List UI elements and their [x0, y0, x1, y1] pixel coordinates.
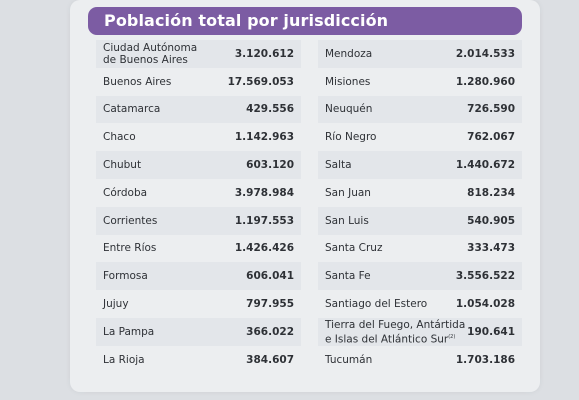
table-row: Corrientes 1.197.553	[96, 206, 301, 235]
table-row: La Rioja 384.607	[96, 345, 301, 374]
population-value: 1.197.553	[234, 214, 294, 227]
jurisdiction-name: La Pampa	[103, 325, 155, 338]
jurisdiction-name: Mendoza	[325, 47, 373, 60]
jurisdiction-name: Formosa	[103, 270, 148, 283]
table-row: Chubut 603.120	[96, 151, 301, 179]
jurisdiction-name-text: Tierra del Fuego, Antártida e Islas del …	[325, 318, 466, 346]
population-value: 818.234	[467, 186, 515, 199]
jurisdiction-name: Ciudad Autónoma de Buenos Aires	[103, 41, 198, 66]
jurisdiction-name: Tierra del Fuego, Antártida e Islas del …	[325, 319, 465, 346]
table-row: Santiago del Estero 1.054.028	[318, 290, 522, 318]
table-row: Mendoza 2.014.533	[318, 40, 522, 68]
jurisdiction-name: San Luis	[325, 214, 369, 227]
table-row: San Luis 540.905	[318, 206, 522, 235]
population-value: 366.022	[246, 325, 294, 338]
table-row: Buenos Aires 17.569.053	[96, 67, 301, 96]
jurisdiction-name: Santa Cruz	[325, 242, 383, 255]
table-row: Formosa 606.041	[96, 262, 301, 291]
jurisdiction-name: Salta	[325, 159, 352, 172]
table-row: Santa Fe 3.556.522	[318, 262, 522, 291]
jurisdiction-name: Buenos Aires	[103, 75, 172, 88]
table-row: Catamarca 429.556	[96, 95, 301, 124]
population-value: 2.014.533	[455, 47, 515, 60]
jurisdiction-name: Santiago del Estero	[325, 298, 428, 311]
jurisdiction-name: San Juan	[325, 186, 371, 199]
population-value: 1.703.186	[455, 353, 515, 366]
table-row: Jujuy 797.955	[96, 290, 301, 318]
table-row: Entre Ríos 1.426.426	[96, 234, 301, 263]
population-value: 1.054.028	[455, 298, 515, 311]
jurisdiction-name: Chubut	[103, 159, 142, 172]
table-row: Salta 1.440.672	[318, 151, 522, 179]
jurisdiction-name: Río Negro	[325, 131, 377, 144]
population-value: 603.120	[246, 159, 294, 172]
table-row: Córdoba 3.978.984	[96, 178, 301, 207]
table-row: La Pampa 366.022	[96, 317, 301, 346]
population-value: 333.473	[467, 242, 515, 255]
population-value: 797.955	[246, 298, 294, 311]
jurisdiction-name: La Rioja	[103, 353, 145, 366]
right-column: Mendoza 2.014.533 Misiones 1.280.960 Neu…	[318, 40, 522, 374]
table-row: Chaco 1.142.963	[96, 123, 301, 152]
jurisdiction-name: Corrientes	[103, 214, 158, 227]
population-value: 190.641	[467, 325, 515, 338]
jurisdiction-name: Catamarca	[103, 103, 161, 116]
table-row: Misiones 1.280.960	[318, 67, 522, 96]
table-row: Tucumán 1.703.186	[318, 345, 522, 374]
left-column: Ciudad Autónoma de Buenos Aires 3.120.61…	[96, 40, 301, 374]
population-value: 1.440.672	[455, 159, 515, 172]
population-value: 3.978.984	[234, 186, 294, 199]
population-value: 3.556.522	[455, 270, 515, 283]
jurisdiction-name: Entre Ríos	[103, 242, 157, 255]
population-value: 3.120.612	[234, 47, 294, 60]
population-value: 606.041	[246, 270, 294, 283]
population-value: 540.905	[467, 214, 515, 227]
jurisdiction-name: Córdoba	[103, 186, 148, 199]
table-row: Ciudad Autónoma de Buenos Aires 3.120.61…	[96, 40, 301, 68]
jurisdiction-name: Santa Fe	[325, 270, 371, 283]
population-value: 384.607	[246, 353, 294, 366]
jurisdiction-name: Chaco	[103, 131, 136, 144]
footnote-marker: (2)	[448, 333, 456, 340]
table-row: Tierra del Fuego, Antártida e Islas del …	[318, 317, 522, 346]
table-row: San Juan 818.234	[318, 178, 522, 207]
jurisdiction-name: Misiones	[325, 75, 371, 88]
population-value: 429.556	[246, 103, 294, 116]
population-value: 762.067	[467, 131, 515, 144]
table-title: Población total por jurisdicción	[88, 7, 522, 35]
population-value: 1.280.960	[455, 75, 515, 88]
jurisdiction-name: Neuquén	[325, 103, 373, 116]
population-value: 726.590	[467, 103, 515, 116]
jurisdiction-name: Tucumán	[325, 353, 373, 366]
table-row: Neuquén 726.590	[318, 95, 522, 124]
population-value: 1.426.426	[234, 242, 294, 255]
table-row: Santa Cruz 333.473	[318, 234, 522, 263]
table-row: Río Negro 762.067	[318, 123, 522, 152]
population-value: 1.142.963	[234, 131, 294, 144]
jurisdiction-name: Jujuy	[103, 298, 129, 311]
population-value: 17.569.053	[227, 75, 294, 88]
